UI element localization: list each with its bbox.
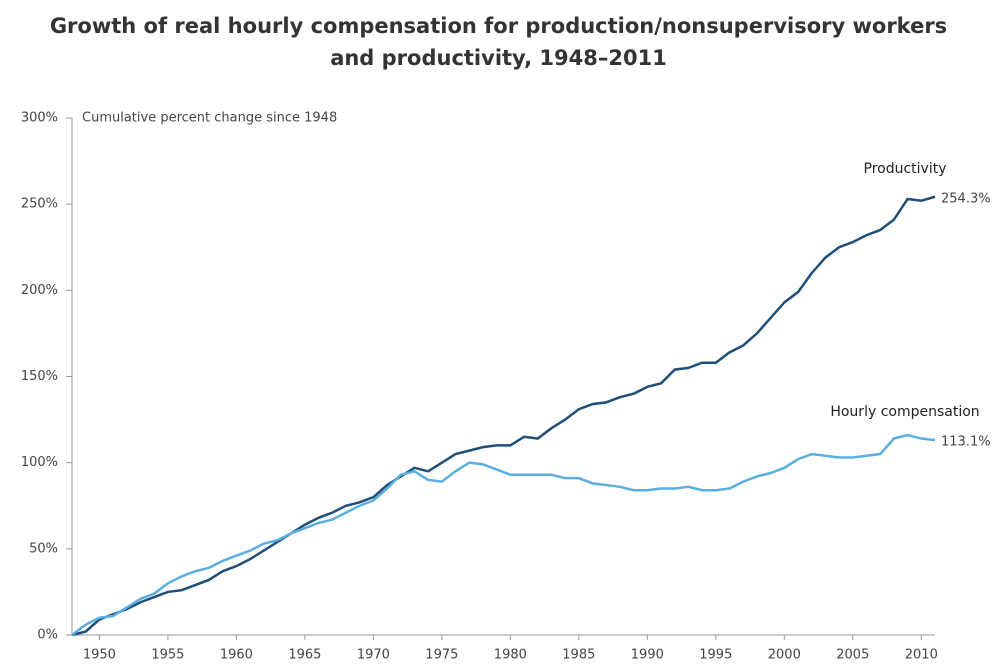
x-tick-label: 2010	[905, 648, 938, 663]
y-tick-label: 150%	[21, 369, 58, 384]
y-tick-label: 250%	[21, 197, 58, 212]
x-tick-label: 1980	[494, 648, 527, 663]
value-label: 113.1%	[941, 435, 991, 450]
x-tick-label: 1960	[220, 648, 253, 663]
y-tick-label: 50%	[29, 541, 58, 556]
y-tick-label: 300%	[21, 111, 58, 126]
x-tick-label: 1995	[699, 648, 732, 663]
chart-title: Growth of real hourly compensation for p…	[49, 14, 948, 70]
series-line	[71, 433, 936, 636]
y-axis-label: Cumulative percent change since 1948	[82, 111, 337, 126]
series-line	[71, 195, 936, 637]
x-tick-label: 2000	[768, 648, 801, 663]
value-label: 254.3%	[941, 191, 991, 206]
x-tick-label: 2005	[836, 648, 869, 663]
legend-label: Hourly compensation	[830, 404, 979, 420]
y-tick-label: 200%	[21, 283, 58, 298]
x-tick-label: 1970	[357, 648, 390, 663]
y-tick-label: 0%	[37, 628, 58, 643]
y-tick-label: 100%	[21, 455, 58, 470]
x-tick-label: 1990	[631, 648, 664, 663]
legend-label: Productivity	[864, 161, 947, 177]
x-tick-label: 1965	[288, 648, 321, 663]
x-tick-label: 1975	[425, 648, 458, 663]
x-tick-label: 1985	[562, 648, 595, 663]
x-tick-label: 1950	[83, 648, 116, 663]
x-tick-label: 1955	[151, 648, 184, 663]
